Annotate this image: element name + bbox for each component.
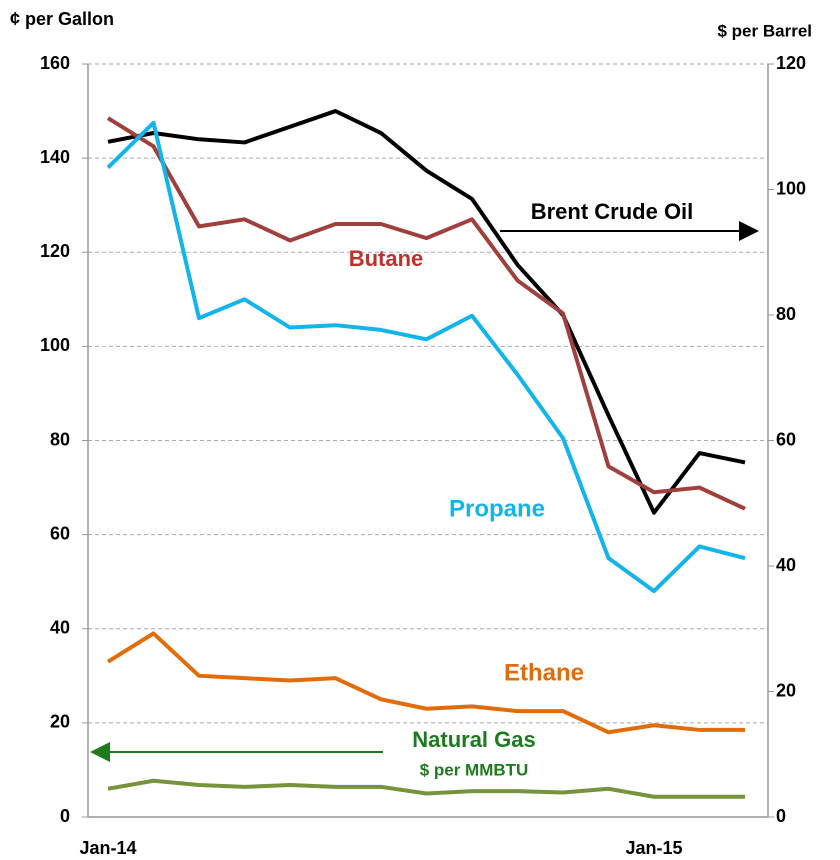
series-line xyxy=(106,120,746,594)
y2-tick-label: 80 xyxy=(776,304,796,324)
y2-axis-label: $ per Barrel xyxy=(718,21,813,40)
y2-tick-label: 40 xyxy=(776,555,796,575)
series-line xyxy=(106,631,745,735)
y-tick-label: 140 xyxy=(40,147,70,167)
y-tick-label: 160 xyxy=(40,53,70,73)
series-line xyxy=(106,116,746,511)
series-line xyxy=(107,109,746,515)
y2-tick-label: 100 xyxy=(776,178,806,198)
y-axis-label: ¢ per Gallon xyxy=(10,9,114,29)
y-tick-label: 100 xyxy=(40,335,70,355)
annotation: $ per MMBTU xyxy=(420,760,529,779)
series-line xyxy=(107,778,745,799)
y-tick-label: 120 xyxy=(40,241,70,261)
y2-tick-label: 0 xyxy=(776,806,786,826)
annotation: Propane xyxy=(449,495,545,522)
annotation: Natural Gas xyxy=(412,727,536,752)
annotation: Ethane xyxy=(504,659,584,686)
y-tick-label: 60 xyxy=(50,523,70,543)
y-tick-label: 20 xyxy=(50,712,70,732)
y2-tick-label: 60 xyxy=(776,429,796,449)
y-tick-label: 80 xyxy=(50,429,70,449)
y2-tick-label: 120 xyxy=(776,53,806,73)
y-tick-label: 40 xyxy=(50,618,70,638)
annotation: Butane xyxy=(349,246,424,271)
y2-tick-label: 20 xyxy=(776,680,796,700)
x-tick-label: Jan-15 xyxy=(625,838,682,858)
x-tick-label: Jan-14 xyxy=(79,838,136,858)
annotation: Brent Crude Oil xyxy=(531,199,694,224)
y-tick-label: 0 xyxy=(60,806,70,826)
